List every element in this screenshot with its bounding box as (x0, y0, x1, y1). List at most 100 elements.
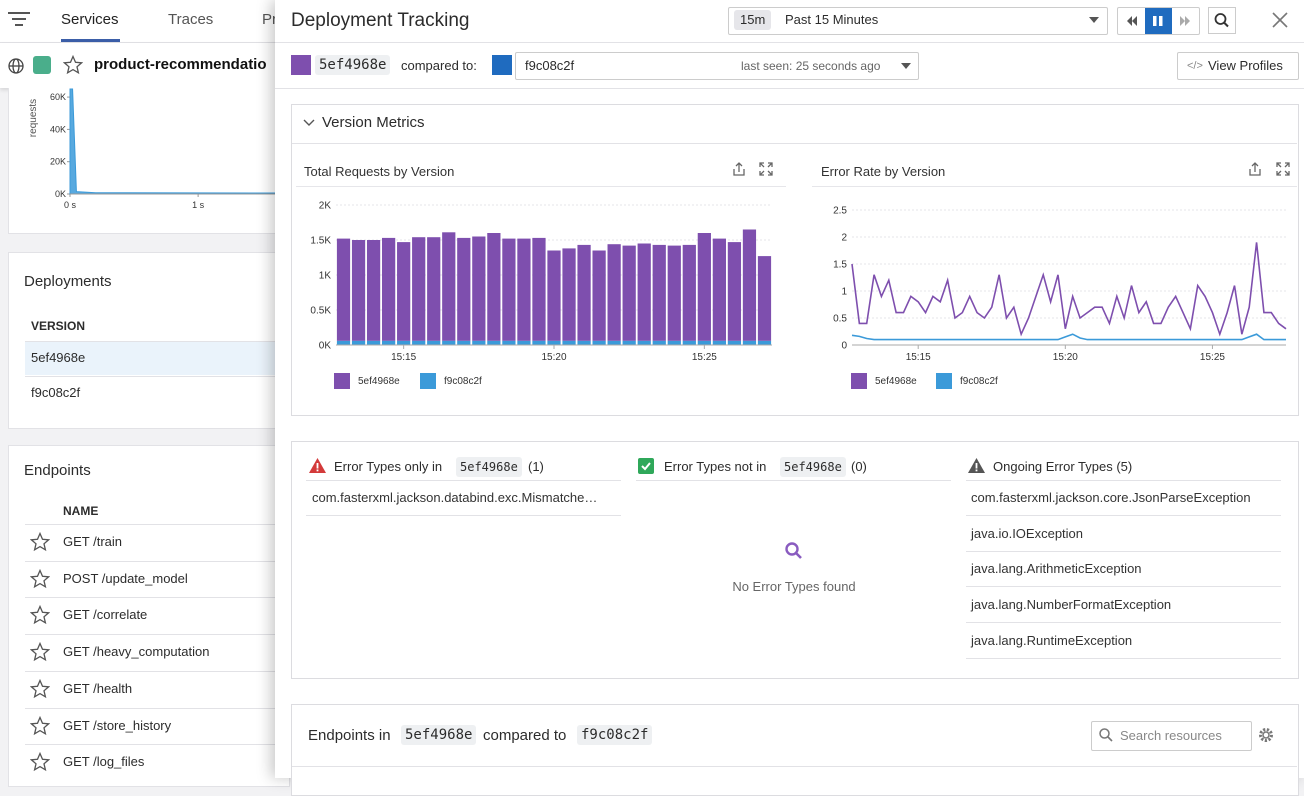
star (30, 532, 50, 552)
bar-segment (457, 237, 471, 341)
tab[interactable]: Pr (262, 11, 277, 28)
deployment-panel: Deployment Tracking 15m Past 15 Minutes … (275, 0, 1304, 796)
bar-segment (547, 340, 561, 345)
star-icon[interactable] (30, 642, 50, 662)
compared-color (492, 55, 512, 75)
endpoint-row[interactable]: GET /heavy_computation (63, 644, 210, 660)
star-icon[interactable] (30, 605, 50, 625)
star-icon[interactable] (30, 678, 50, 699)
y-tick-label: 0K (319, 341, 332, 352)
time-selector[interactable] (728, 7, 1108, 35)
error-type: java.lang.RuntimeException (971, 632, 1133, 648)
version-chip: 5ef4968e (456, 457, 522, 477)
view-profiles-button[interactable] (1177, 52, 1299, 80)
expand-icon[interactable] (759, 162, 773, 176)
star (30, 605, 50, 625)
error-count: (0) (851, 459, 867, 474)
bar-segment (336, 238, 351, 341)
y-tick-label: 60K (50, 92, 66, 102)
version-chip: 5ef4968e (315, 55, 391, 75)
bar-segment (427, 340, 441, 345)
endpoint-row[interactable]: GET /health (63, 680, 133, 696)
star-icon[interactable] (30, 715, 50, 736)
y-tick-label: 40K (50, 124, 66, 134)
close-button[interactable] (1271, 11, 1289, 29)
bar-segment (682, 340, 696, 345)
y-tick-label: 0.5 (833, 314, 847, 325)
bar-segment (742, 340, 757, 345)
endpoint-row[interactable]: GET /store_history (63, 717, 172, 733)
row-divider (25, 634, 275, 636)
version-row[interactable]: 5ef4968e (31, 350, 86, 365)
y-axis-label: requests (28, 99, 39, 137)
share-icon[interactable] (733, 162, 745, 176)
tab[interactable]: Traces (168, 11, 214, 28)
row-divider (966, 657, 1281, 659)
x-tick-label: 15:20 (541, 352, 566, 363)
version-color (291, 55, 311, 75)
divider (275, 42, 1304, 43)
star-icon[interactable] (30, 752, 50, 772)
metric-charts: Total Requests by Version 0K 0.5K 1K 1.5K 2K 1… (304, 162, 1290, 389)
playback-controls (1117, 7, 1200, 35)
bar-segment (487, 233, 501, 341)
bar-segment (397, 242, 411, 341)
bar-segment (382, 237, 396, 341)
star-icon[interactable] (30, 568, 50, 589)
error-type: com.fasterxml.jackson.core.JsonParseExce… (971, 490, 1251, 505)
x-tick-label: 15:15 (906, 352, 931, 363)
divider (296, 186, 786, 187)
panel-title: Deployment Tracking (291, 10, 470, 31)
error-type: java.io.IOException (971, 525, 1084, 541)
bar-segment (607, 340, 621, 345)
bar-segment (697, 233, 711, 341)
row-divider (25, 707, 275, 709)
tab-underline (61, 39, 120, 42)
chevron[interactable] (303, 117, 315, 129)
version-dropdown[interactable] (515, 52, 919, 80)
bar-segment (742, 229, 757, 341)
endpoint-row[interactable]: GET /correlate (63, 607, 148, 623)
playback-icons[interactable] (1118, 8, 1199, 34)
bar-segment (757, 256, 772, 341)
requests-card (8, 88, 290, 234)
y-tick-label: 1.5 (833, 260, 847, 271)
endpoints-heading: compared to (483, 727, 567, 744)
bar-segment (366, 340, 381, 345)
star (30, 568, 50, 588)
search-placeholder: Search resources (1120, 728, 1222, 743)
star-icon[interactable] (30, 532, 50, 552)
deployments-card (8, 252, 290, 429)
search-icon (1099, 728, 1113, 742)
bar-segment (472, 236, 486, 341)
endpoint-row[interactable]: GET /train (63, 534, 123, 549)
expand-icon[interactable] (1276, 162, 1290, 176)
time-short: 15m (734, 10, 772, 30)
row-divider (966, 622, 1281, 624)
section-title: Version Metrics (322, 114, 425, 131)
tab[interactable]: Services (61, 11, 119, 28)
share-icon[interactable] (1249, 162, 1261, 176)
bar-segment (457, 340, 471, 345)
search-button[interactable] (1208, 7, 1236, 35)
menu-icon[interactable] (6, 10, 32, 30)
star-icon[interactable] (63, 55, 83, 75)
error-type: com.fasterxml.jackson.databind.exc.Misma… (312, 490, 598, 505)
column-header: VERSION (31, 319, 86, 333)
empty-message: No Error Types found (732, 579, 856, 594)
bar-segment (442, 232, 456, 341)
bar-segment (502, 238, 516, 341)
endpoint-row[interactable]: POST /update_model (63, 570, 188, 586)
search-input[interactable] (1091, 721, 1252, 751)
version-row[interactable]: f9c08c2f (31, 385, 81, 400)
warning-icon (968, 458, 985, 473)
bar-segment (637, 243, 651, 341)
endpoint-row[interactable]: GET /log_files (63, 754, 145, 770)
settings-icon[interactable] (1258, 727, 1274, 743)
bar-segment (712, 340, 726, 345)
bar-segment (427, 237, 441, 341)
divider (275, 88, 1304, 89)
bar-segment (366, 240, 381, 341)
error-type: java.lang.ArithmeticException (971, 561, 1142, 577)
